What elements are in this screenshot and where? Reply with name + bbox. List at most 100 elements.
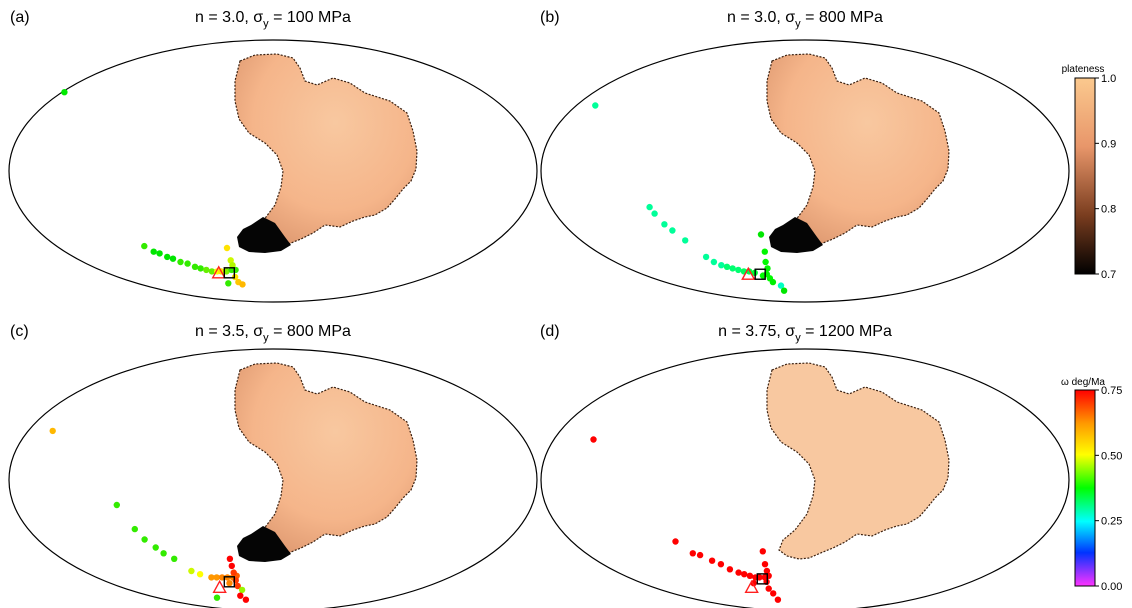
pole-point xyxy=(227,257,234,264)
pole-point xyxy=(232,577,239,584)
map-panel: (c) n = 3.5, σy = 800 MPa xyxy=(8,323,538,608)
pole-point xyxy=(717,561,725,568)
pole-point xyxy=(765,585,772,592)
pole-point xyxy=(171,555,178,562)
plate-region xyxy=(766,53,950,251)
low-plateness-region xyxy=(237,217,291,253)
colorbar-tick-label: 0.8 xyxy=(1101,204,1116,216)
pole-point xyxy=(208,268,216,275)
plateness-colorbar-label: plateness xyxy=(1062,64,1105,75)
reference-triangle-marker xyxy=(744,579,759,594)
pole-point xyxy=(197,265,204,272)
pole-point xyxy=(762,258,769,266)
pole-point xyxy=(708,557,716,564)
omega-colorbar-ramp xyxy=(1074,389,1096,587)
pole-point xyxy=(237,592,244,599)
pole-point xyxy=(672,538,679,545)
map-boundary xyxy=(8,348,538,608)
map-panel: (a) n = 3.0, σy = 100 MPa xyxy=(8,9,538,303)
panel-title: n = 3.5, σy = 800 MPa xyxy=(195,323,351,344)
pole-point xyxy=(242,596,250,603)
map-boundary xyxy=(8,39,538,303)
pole-point xyxy=(729,265,736,272)
pole-point xyxy=(590,436,597,443)
pole-point xyxy=(131,525,138,533)
plate-region xyxy=(766,362,950,560)
pole-point xyxy=(230,569,237,576)
pole-point xyxy=(208,574,215,581)
pole-point xyxy=(741,571,748,578)
colorbar-tick-label: 0.00 xyxy=(1101,581,1122,593)
pole-point xyxy=(723,263,731,270)
pole-point xyxy=(229,262,236,269)
pole-point xyxy=(188,567,195,575)
pole-point xyxy=(191,263,199,270)
panel-title: n = 3.0, σy = 800 MPa xyxy=(727,9,883,30)
reference-square-marker xyxy=(223,576,236,588)
pole-point xyxy=(226,580,233,587)
pole-point xyxy=(770,590,777,597)
plateness-colorbar-ramp xyxy=(1074,77,1096,275)
reference-square-marker xyxy=(223,267,236,279)
pole-point xyxy=(646,203,653,211)
pole-point xyxy=(213,574,220,581)
pole-point xyxy=(141,536,148,543)
reference-square-marker xyxy=(756,573,768,585)
pole-point xyxy=(763,567,771,575)
reference-triangle-marker xyxy=(211,265,226,279)
pole-point xyxy=(780,287,788,294)
colorbar-tick-label: 0.75 xyxy=(1101,385,1122,397)
pole-point xyxy=(184,260,191,267)
pole-point xyxy=(150,248,157,255)
pole-point xyxy=(702,253,710,261)
pole-point xyxy=(160,550,167,557)
pole-point xyxy=(169,255,177,262)
pole-point xyxy=(735,569,742,576)
omega-colorbar-label: ω deg/Ma xyxy=(1061,377,1105,388)
pole-point xyxy=(761,248,768,255)
panel-label: (c) xyxy=(10,323,29,340)
plateness-colorbar: plateness 1.0 0.9 0.8 0.7 xyxy=(1062,64,1117,281)
pole-point xyxy=(769,278,777,286)
pole-point xyxy=(231,273,239,281)
pole-point xyxy=(141,242,148,250)
plate-region xyxy=(234,362,418,560)
pole-point xyxy=(226,555,234,562)
panel-label: (a) xyxy=(10,9,30,26)
pole-point xyxy=(651,210,658,217)
pole-point xyxy=(718,262,725,269)
reference-square-marker xyxy=(754,268,766,280)
pole-point xyxy=(764,265,771,272)
pole-point xyxy=(669,227,676,234)
panel-label: (d) xyxy=(540,323,560,340)
colorbar-tick-label: 0.50 xyxy=(1101,450,1122,462)
pole-point xyxy=(735,266,742,274)
low-plateness-region xyxy=(237,526,291,562)
pole-point xyxy=(177,258,184,266)
pole-point xyxy=(682,237,689,244)
low-plateness-region xyxy=(769,217,823,253)
pole-point xyxy=(746,572,754,579)
pole-point xyxy=(223,244,231,252)
pole-point xyxy=(113,501,121,509)
map-panel: (b) n = 3.0, σy = 800 MPa xyxy=(540,9,1070,303)
pole-point xyxy=(61,89,68,96)
colorbar-tick-label: 1.0 xyxy=(1101,73,1116,85)
pole-point xyxy=(777,282,785,289)
pole-point xyxy=(152,544,159,551)
pole-point xyxy=(213,594,221,601)
colorbar-tick-label: 0.7 xyxy=(1101,269,1116,281)
reference-triangle-marker xyxy=(741,266,756,280)
omega-colorbar: ω deg/Ma 0.75 0.50 0.25 0.00 xyxy=(1061,377,1122,593)
pole-point xyxy=(726,566,734,573)
pole-point xyxy=(234,582,241,590)
map-boundary xyxy=(540,39,1070,303)
pole-point xyxy=(49,427,56,435)
panel-title: n = 3.75, σy = 1200 MPa xyxy=(718,323,892,344)
pole-point xyxy=(757,231,765,238)
colorbar-tick-label: 0.25 xyxy=(1101,516,1122,528)
pole-point xyxy=(696,551,704,559)
pole-point xyxy=(239,281,246,288)
pole-point xyxy=(774,596,782,603)
map-panel: (d) n = 3.75, σy = 1200 MPa xyxy=(540,323,1070,608)
